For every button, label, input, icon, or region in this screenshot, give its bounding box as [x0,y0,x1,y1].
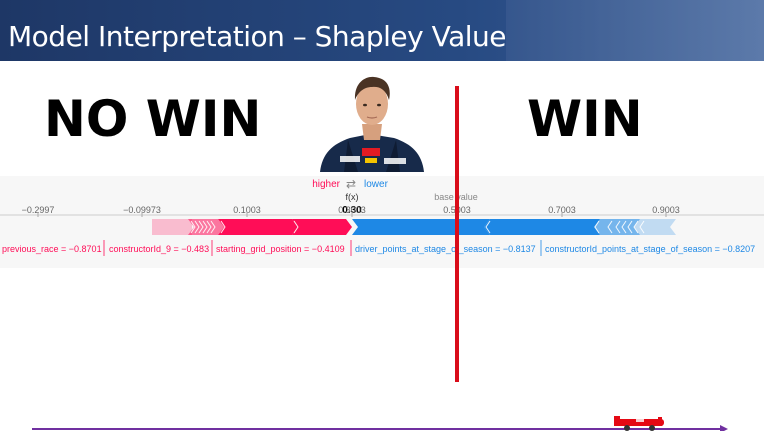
axis-tick-label: 0.1003 [233,205,261,215]
lower-force-faded [634,219,676,235]
feature-label: constructorId_points_at_stage_of_season … [545,244,755,254]
axis-tick-label: 0.9003 [652,205,680,215]
fx-label: f(x) [346,192,359,202]
no-win-label: NO WIN [44,90,262,148]
higher-lower-arrows-icon: ⇄ [346,177,356,191]
higher-label: higher [312,179,340,190]
axis-tick-label: −0.09973 [123,205,161,215]
slide-header: Model Interpretation – Shapley Value [0,0,764,61]
lower-force-segment [352,219,490,235]
feature-label: previous_race = −0.8701 [2,244,102,254]
timeline-arrow [32,416,728,431]
header-accent-band [506,0,764,61]
axis-tick-label: −0.2997 [22,205,55,215]
higher-force-faded [152,219,192,235]
lower-chevrons [485,220,645,234]
higher-force-segment [292,219,352,235]
win-threshold-line [455,86,459,382]
axis-tick-label: 0.3003 [338,205,366,215]
feature-label: constructorId_9 = −0.483 [109,244,209,254]
slide-title: Model Interpretation – Shapley Value [8,20,506,53]
lower-force-segment [594,219,640,235]
fx-value: 0.30 [342,205,362,216]
lower-label: lower [364,179,389,190]
feature-label: driver_points_at_stage_of_season = −0.81… [355,244,536,254]
higher-force-segment [218,219,298,235]
driver-portrait [320,76,424,172]
feature-label: starting_grid_position = −0.4109 [216,244,345,254]
axis-tick-label: 0.7003 [548,205,576,215]
shap-force-plot: higher ⇄ lower f(x) 0.30 base value −0.2… [0,176,764,268]
higher-force-segment [188,219,224,235]
feature-labels: previous_race = −0.8701 constructorId_9 … [2,240,755,256]
win-label: WIN [527,90,643,148]
higher-chevrons [190,220,299,234]
race-car-icon [614,416,664,431]
lower-force-segment [484,219,600,235]
shap-force-plot-svg: higher ⇄ lower f(x) 0.30 base value −0.2… [0,177,764,256]
